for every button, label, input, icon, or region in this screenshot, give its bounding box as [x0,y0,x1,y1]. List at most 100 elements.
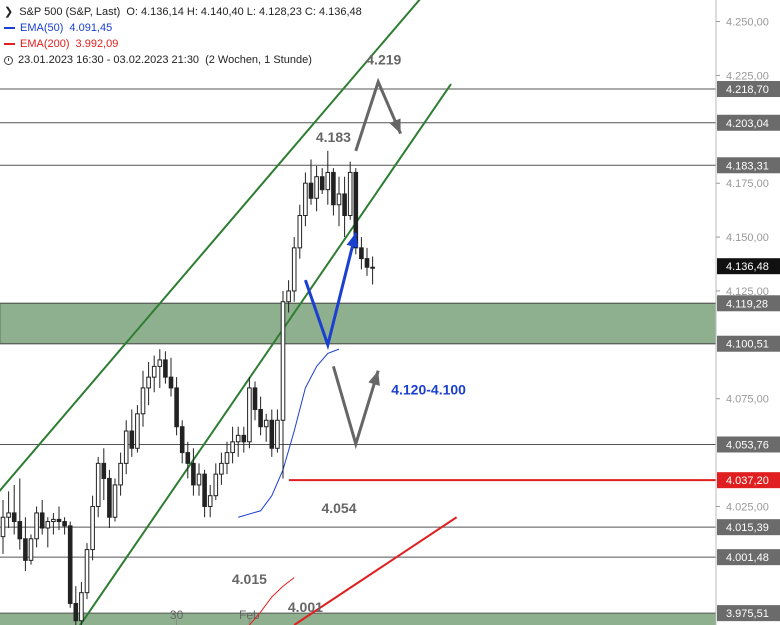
candle [235,426,241,457]
ema200-label: EMA(200) [20,38,70,50]
level-price-tag [717,605,780,622]
chevron-icon[interactable]: ❯ [4,6,14,18]
candle-body [269,419,275,449]
candle-body [129,430,135,449]
arrow-head [389,118,401,134]
period-label: (2 Wochen, 1 Stunde) [205,54,312,66]
candle [286,280,291,313]
level-price-label: 4.015,39 [726,522,769,534]
arrow-path [331,365,380,450]
candle-body [174,387,179,428]
candle-body [280,301,286,421]
candle-body [224,452,230,464]
candle [168,357,174,397]
candle [325,150,331,205]
candle [336,176,342,227]
clock-icon [4,55,13,65]
level-price-tag [717,114,780,131]
arrow-path [354,77,402,152]
candle [28,534,34,565]
annotation-label: 4.001 [288,599,323,615]
annotation-label: 4.183 [316,129,351,145]
level-price-tag [717,295,780,312]
support-zone [0,302,717,345]
candle-body [39,512,45,529]
trendlines-layer [0,0,458,625]
candle-body [219,462,224,475]
price-axis-layer: 4.250,00 4.225,00 4.175,00 4.150,00 4.125,00… [715,0,780,625]
time-range-row: 23.01.2023 16:30 - 03.02.2023 21:30 (2 W… [4,52,362,68]
candle [241,426,247,453]
candles-layer [0,150,375,625]
candle [342,176,347,238]
level-price-label: 4.100,51 [726,339,769,351]
candle-body [23,538,28,561]
candle-body [370,266,375,269]
candle [151,355,157,393]
candle [123,420,129,475]
level-price-label: 4.203,04 [726,118,769,130]
candle [51,512,56,535]
candle-body [90,505,95,551]
candle-body [319,176,325,191]
y-tick-label: 4.175,00 [726,178,769,190]
candle [179,420,185,464]
candle [263,413,269,442]
candle-body [342,193,347,217]
ohlc-values: O: 4.136,14 H: 4.140,40 L: 4.128,23 C: 4… [126,6,362,18]
candle [291,237,297,302]
channel-upper-line [0,0,421,492]
candle-body [79,592,84,622]
candle [107,469,112,529]
instrument-row: ❯ S&P 500 (S&P, Last) O: 4.136,14 H: 4.1… [4,4,362,20]
candle [174,377,179,436]
candle-body [123,430,129,464]
candle [191,448,196,496]
candle [297,204,303,259]
candle [331,168,336,216]
candle-body [62,521,67,527]
candle-body [191,462,196,486]
x-tick-label: 30 [170,608,184,622]
candle [39,500,45,535]
ema200-row: EMA(200) 3.992,09 [4,36,362,52]
candle-body [303,182,308,217]
candle [135,405,140,453]
ema50-row: EMA(50) 4.091,45 [4,20,362,36]
candle [308,159,314,205]
candle [247,377,252,449]
candle-body [353,171,359,249]
level-price-label: 4.183,31 [726,160,769,172]
candle-body [185,452,191,464]
candle-body [275,419,280,449]
arrow-head [368,370,380,386]
candle-body [168,376,174,389]
candle-body [11,512,17,523]
red-trendline [293,516,458,625]
candle [17,478,23,550]
candle [275,409,280,453]
candle-body [291,247,297,292]
candle [370,256,375,285]
annotation-label: 4.054 [321,500,356,516]
level-price-label: 4.001,48 [726,552,769,564]
lower-zone [0,613,716,625]
candle [95,456,101,518]
level-price-tag [717,549,780,566]
candle [207,484,213,518]
chart-info-panel: ❯ S&P 500 (S&P, Last) O: 4.136,14 H: 4.1… [4,4,362,68]
candle-body [207,495,213,507]
candle [84,543,90,600]
candle [359,237,364,270]
x-tick-label: Feb [239,608,260,622]
level-price-label: 3.975,51 [726,608,769,620]
candle [319,168,325,194]
channel-lower-line [79,83,452,625]
candle-body [213,473,219,497]
candle-body [297,215,303,249]
candle-body [135,413,140,449]
ema200-value: 3.992,09 [75,38,119,50]
candle-body [56,518,62,523]
candle [252,381,258,421]
